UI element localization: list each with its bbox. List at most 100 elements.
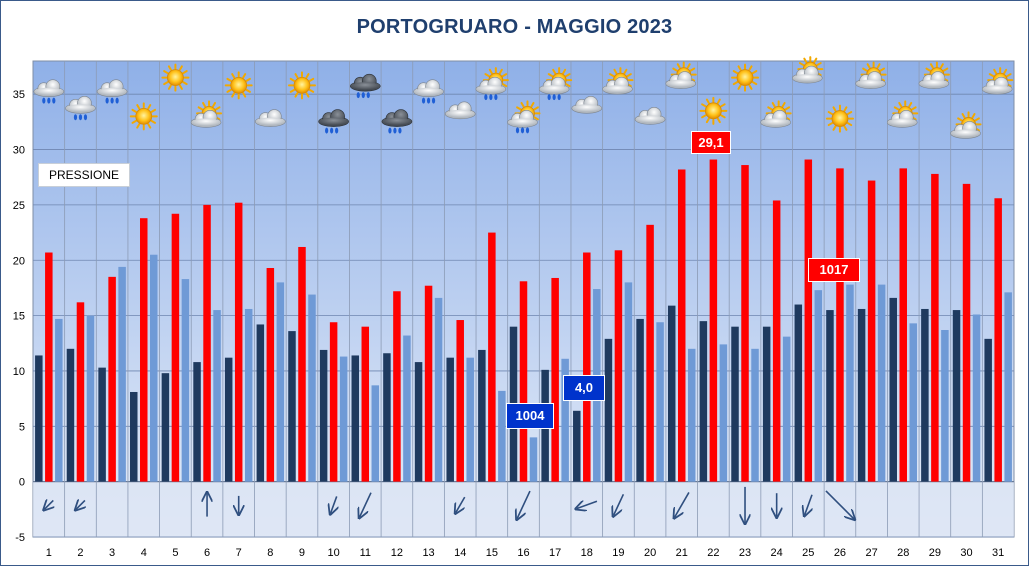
x-tick-label: 1 [46,547,52,559]
x-tick-label: 11 [360,547,371,559]
bar-pressure [181,279,190,482]
x-tick-label: 15 [486,547,498,559]
cloud-fill [98,87,127,96]
cloud-fill [540,85,569,94]
sun-ray [163,81,169,86]
sun-ray [294,73,299,79]
sun-ray [803,57,808,64]
wind-arrow [825,490,854,519]
sun-disc [704,102,722,120]
cloud-fill [382,117,411,126]
bar-tmax [931,173,939,482]
sun-icon [699,96,728,125]
sun-ray [289,77,296,82]
cloud-fill [319,117,348,126]
sun-ray [827,111,834,116]
bar-tmin [256,324,265,482]
sun-disc [736,69,754,87]
sun-icon [825,104,854,133]
bar-tmin [288,331,296,482]
rain-drop [547,94,551,101]
x-tick-label: 25 [802,547,814,559]
sun-ray [686,63,691,69]
cloud-fill [919,79,948,88]
cloud-rain-icon [96,79,128,104]
sun-ray [720,114,726,119]
sun-ray [942,67,949,72]
sun-icon [161,63,190,92]
bar-pressure [941,329,949,482]
bar-pressure [972,314,981,482]
cloud-fill [888,118,917,127]
bar-pressure [308,294,316,482]
bar-tmax [488,232,496,482]
bar-pressure [656,322,664,482]
bar-tmin [636,318,644,482]
rain-drop [330,127,334,134]
partly-cloudy-icon [792,56,824,84]
sun-ray [798,62,805,67]
partly-cloudy-icon [950,111,982,139]
x-tick-label: 12 [391,547,403,559]
x-tick-label: 21 [676,547,688,559]
y-axis-labels: -5 0 5 10 15 20 25 30 35 [13,89,25,544]
sun-ray [565,73,571,78]
rain-drop [557,94,561,101]
bar-pressure [150,254,158,482]
wind-arrow [613,493,625,515]
sun-ray [131,108,137,113]
sun-ray [720,103,726,108]
sun-ray [929,63,934,69]
bar-tmax [266,268,275,482]
sun-ray [939,63,944,69]
cloud-fill [508,118,537,127]
x-tick-label: 8 [267,547,273,559]
sun-ray [1003,68,1008,75]
bar-pressure [434,297,443,482]
bar-tmin [351,355,360,482]
sun-ray [565,83,571,88]
cloud-rain-icon [65,95,96,121]
sun-ray [751,81,758,86]
sun-ray [623,68,628,75]
bar-tmin [921,308,929,482]
cloud-rain-icon [33,79,65,104]
wind-arrow [360,492,372,517]
bar-tmax [804,159,813,482]
bar-tmax [583,252,591,482]
bar-pressure [339,356,348,482]
bar-tmin [224,357,233,482]
x-tick-label: 27 [865,547,877,559]
bar-pressure [561,358,569,482]
bar-pressure [244,308,253,482]
cloud-fill [603,85,632,94]
wind-arrow [76,500,85,509]
bar-tmax [677,169,686,482]
bar-pressure [213,310,221,482]
sun-ray [289,88,296,93]
sun-ray [530,101,535,108]
rain-drop [489,94,493,101]
bar-tmin [826,310,834,482]
cloud-fill [572,104,601,113]
sun-ray [846,111,853,116]
sun-icon [287,71,316,100]
bar-tmax [646,224,654,482]
cloud-fill [666,79,695,88]
sun-ray [705,117,710,124]
sun-ray [701,114,707,119]
sun-disc [167,69,184,87]
sun-ray [716,98,721,105]
sun-ray [294,92,299,98]
cloud-fill [793,74,822,83]
bar-pressure [782,336,791,482]
sun-disc [293,76,311,94]
x-tick-label: 4 [141,547,147,559]
wind-arrow [331,496,337,513]
sun-ray [748,65,753,71]
sun-ray [308,88,315,93]
rain-drop [78,114,83,121]
bar-tmax [76,302,85,482]
x-tick-label: 23 [739,547,751,559]
cloud-icon [444,101,476,120]
